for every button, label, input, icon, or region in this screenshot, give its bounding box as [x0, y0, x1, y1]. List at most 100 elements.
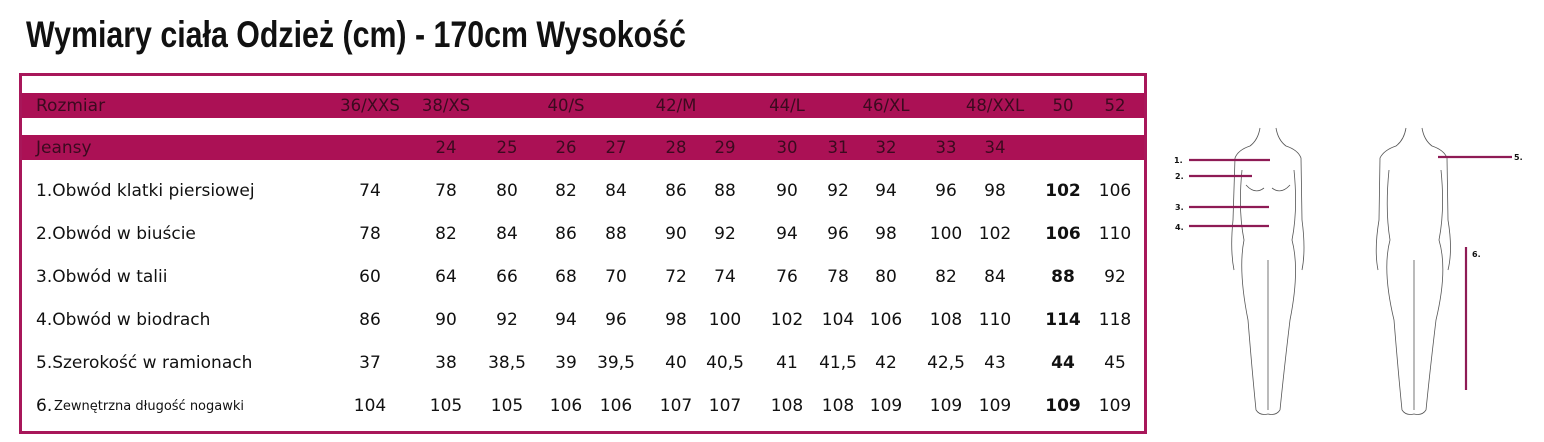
jeans-header-cell: 26	[555, 138, 577, 157]
table-cell: 109	[1098, 396, 1132, 416]
table-cell: 110	[1098, 224, 1132, 244]
table-cell: 60	[359, 267, 381, 287]
table-cell: 102	[1045, 181, 1081, 201]
table-cell: 43	[984, 353, 1006, 373]
jeans-header-band: Jeansy	[22, 135, 1144, 160]
table-cell: 92	[714, 224, 736, 244]
size-header-cell: 44/L	[769, 96, 805, 115]
row-label: Zewnętrzna długość nogawki	[54, 399, 245, 414]
row-label: 2.Obwód w biuście	[36, 224, 196, 244]
row-label-prefix: 6.	[36, 396, 53, 416]
marker-label-2: 2.	[1175, 172, 1184, 181]
row-label: 1.Obwód klatki piersiowej	[36, 181, 255, 201]
size-header-label: Rozmiar	[36, 96, 106, 116]
table-cell: 105	[429, 396, 463, 416]
table-cell: 86	[555, 224, 577, 244]
table-cell: 104	[353, 396, 387, 416]
table-cell: 102	[978, 224, 1012, 244]
table-cell: 86	[665, 181, 687, 201]
size-header-cell: 42/M	[655, 96, 697, 115]
table-cell: 68	[555, 267, 577, 287]
body-measurement-figures: 1. 2. 3. 4. 5. 6.	[1174, 127, 1523, 415]
table-cell: 80	[875, 267, 897, 287]
table-cell: 78	[435, 181, 457, 201]
table-cell: 64	[435, 267, 457, 287]
jeans-header-cell: 33	[935, 138, 957, 157]
table-cell: 82	[935, 267, 957, 287]
table-cell: 94	[776, 224, 798, 244]
marker-label-4: 4.	[1175, 223, 1184, 232]
table-cell: 109	[978, 396, 1012, 416]
table-cell: 107	[708, 396, 742, 416]
table-cell: 84	[605, 181, 627, 201]
marker-label-5: 5.	[1514, 153, 1523, 162]
table-cell: 84	[984, 267, 1006, 287]
table-cell: 114	[1045, 310, 1081, 330]
size-header-band: Rozmiar	[22, 93, 1144, 118]
table-cell: 38,5	[488, 353, 526, 373]
table-cell: 92	[496, 310, 518, 330]
size-header-cell: 36/XXS	[340, 96, 400, 115]
table-cell: 80	[496, 181, 518, 201]
table-cell: 108	[821, 396, 855, 416]
jeans-header-cell: 31	[827, 138, 849, 157]
table-cell: 109	[929, 396, 963, 416]
table-cell: 39,5	[597, 353, 635, 373]
jeans-header-cell: 34	[984, 138, 1006, 157]
jeans-header-cell: 28	[665, 138, 687, 157]
table-cell: 45	[1104, 353, 1126, 373]
back-figure-outline	[1375, 127, 1451, 415]
size-header-cell: 52	[1104, 96, 1126, 115]
table-cell: 110	[978, 310, 1012, 330]
table-cell: 78	[827, 267, 849, 287]
table-cell: 106	[599, 396, 633, 416]
table-cell: 90	[776, 181, 798, 201]
size-table: Rozmiar Jeansy 36/XXS 38/XS 40/S 42/M 44/L 46…	[19, 73, 1147, 434]
table-cell: 82	[435, 224, 457, 244]
table-cell: 100	[929, 224, 963, 244]
table-cell: 84	[496, 224, 518, 244]
row-label: 4.Obwód w biodrach	[36, 310, 211, 330]
table-cell: 37	[359, 353, 381, 373]
table-cell: 74	[714, 267, 736, 287]
table-cell: 78	[359, 224, 381, 244]
table-cell: 90	[665, 224, 687, 244]
table-cell: 106	[1098, 181, 1132, 201]
table-cell: 88	[1051, 267, 1075, 287]
table-cell: 82	[555, 181, 577, 201]
table-cell: 42,5	[927, 353, 965, 373]
table-cell: 66	[496, 267, 518, 287]
table-cell: 40	[665, 353, 687, 373]
table-cell: 96	[827, 224, 849, 244]
table-cell: 74	[359, 181, 381, 201]
jeans-header-label: Jeansy	[36, 138, 92, 158]
table-cell: 88	[605, 224, 627, 244]
table-cell: 42	[875, 353, 897, 373]
jeans-header-cell: 32	[875, 138, 897, 157]
table-cell: 98	[984, 181, 1006, 201]
size-header-cell: 48/XXL	[965, 96, 1025, 115]
table-cell: 108	[929, 310, 963, 330]
size-header-cell: 50	[1052, 96, 1074, 115]
table-cell: 94	[555, 310, 577, 330]
table-cell: 106	[1045, 224, 1081, 244]
front-figure-outline	[1231, 127, 1305, 415]
table-cell: 96	[935, 181, 957, 201]
row-label: 3.Obwód w talii	[36, 267, 168, 287]
page-title: Wymiary ciała Odzież (cm) - 170cm Wysoko…	[26, 14, 686, 55]
table-cell: 96	[605, 310, 627, 330]
table-cell: 118	[1098, 310, 1132, 330]
table-cell: 86	[359, 310, 381, 330]
table-cell: 90	[435, 310, 457, 330]
table-cell: 72	[665, 267, 687, 287]
table-cell: 107	[659, 396, 693, 416]
marker-label-3: 3.	[1175, 203, 1184, 212]
table-cell: 92	[827, 181, 849, 201]
size-header-cell: 38/XS	[421, 96, 471, 115]
table-cell: 70	[605, 267, 627, 287]
marker-label-1: 1.	[1174, 156, 1183, 165]
table-cell: 41	[776, 353, 798, 373]
table-cell: 92	[1104, 267, 1126, 287]
row-label: 5.Szerokość w ramionach	[36, 353, 253, 373]
marker-label-6: 6.	[1472, 250, 1481, 259]
